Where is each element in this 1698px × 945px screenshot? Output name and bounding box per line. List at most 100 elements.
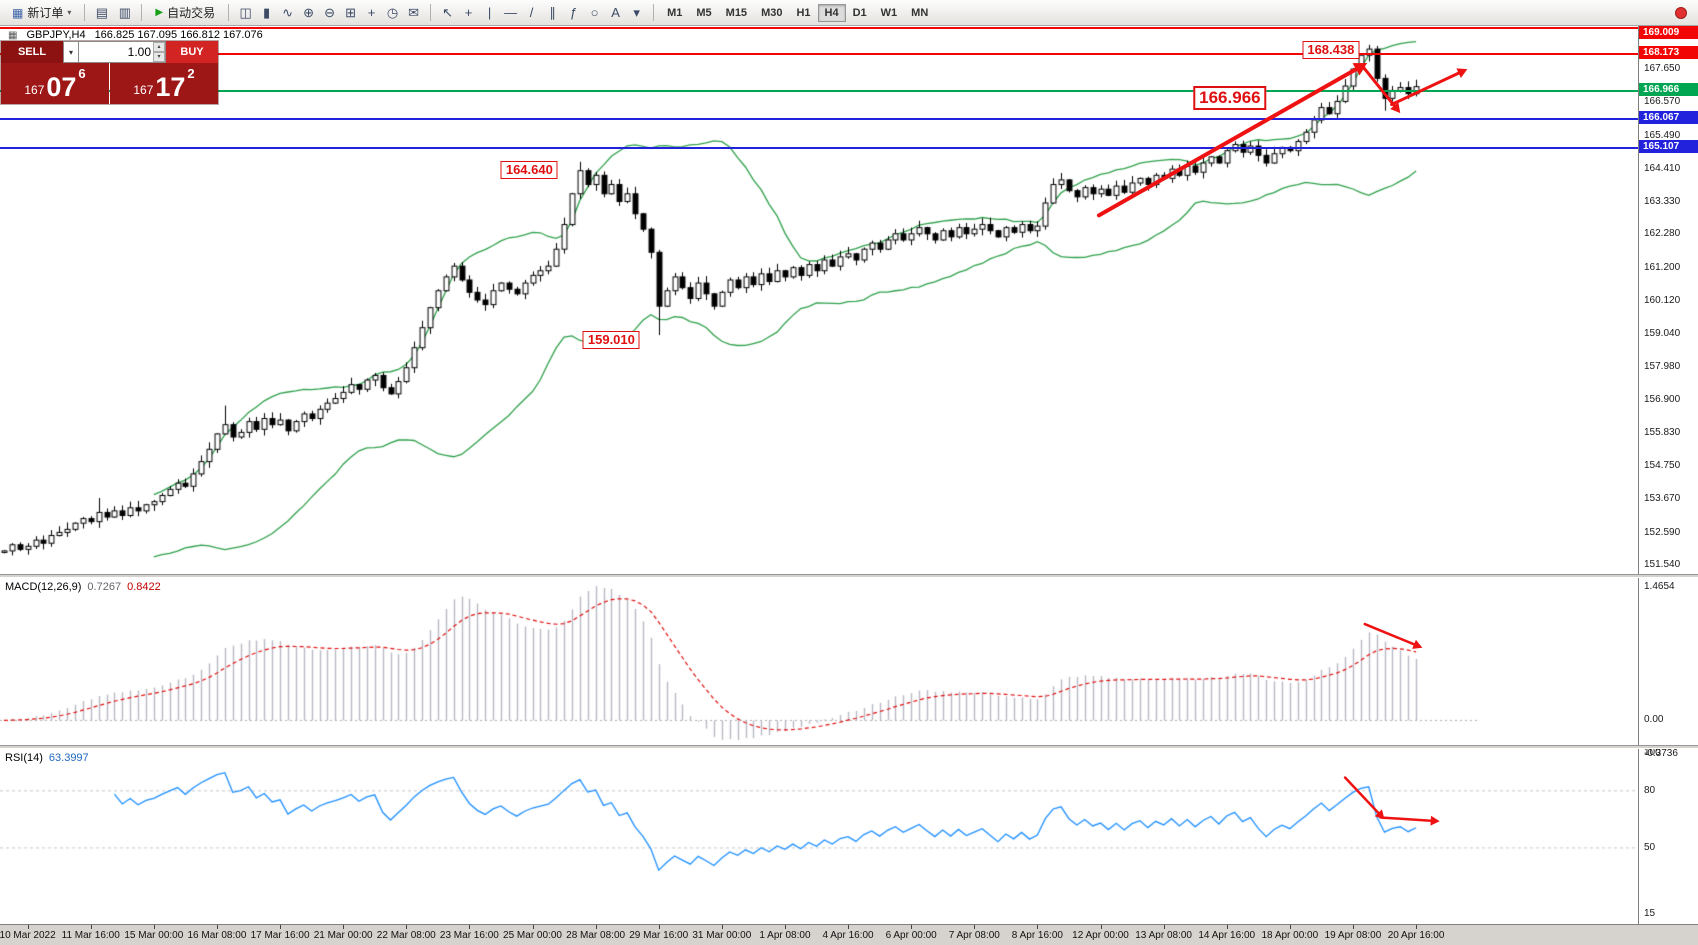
time-tick	[974, 925, 976, 929]
new-chart-icon[interactable]: +	[367, 5, 376, 20]
community-icon[interactable]	[1675, 6, 1687, 19]
cursor-icon[interactable]: ↖	[442, 4, 454, 20]
time-label: 1 Apr 08:00	[759, 930, 811, 941]
rsi-canvas[interactable]	[0, 749, 1638, 924]
timeframe-m5[interactable]: M5	[696, 6, 712, 19]
time-tick	[1289, 925, 1291, 929]
period-icon[interactable]: ◷	[386, 4, 399, 20]
charts-window-icon[interactable]: ▥	[118, 4, 132, 20]
macd-canvas[interactable]	[0, 578, 1638, 745]
mail-icon[interactable]: ✉	[408, 4, 420, 20]
volume-input[interactable]	[79, 42, 153, 62]
price-scale-label: 154.750	[1644, 460, 1681, 472]
volume-spinner: ▴ ▾	[153, 42, 165, 62]
price-annotation[interactable]: 166.966	[1193, 86, 1267, 111]
buy-price-big: 17	[155, 72, 186, 102]
time-tick	[216, 925, 218, 929]
time-tick	[1100, 925, 1102, 929]
horizontal-line-object[interactable]	[0, 90, 1638, 93]
new-order-button[interactable]: ▦ 新订单 ▾	[5, 1, 78, 24]
vertical-line-icon[interactable]: |	[487, 5, 492, 20]
timeframe-h1[interactable]: H1	[796, 6, 811, 19]
zoom-in-icon[interactable]: ⊕	[303, 4, 315, 20]
bar-chart-icon[interactable]: ◫	[239, 4, 252, 20]
time-label: 4 Apr 16:00	[822, 930, 874, 941]
rsi-scale-label: 15	[1644, 908, 1656, 920]
price-annotation[interactable]: 164.640	[500, 161, 558, 180]
zoom-out-icon[interactable]: ⊖	[324, 4, 336, 20]
macd-scale-label: 0.00	[1644, 714, 1664, 726]
volume-decrease-button[interactable]: ▾	[153, 52, 165, 62]
timeframe-d1[interactable]: D1	[852, 6, 867, 19]
ellipse-icon[interactable]: ○	[590, 5, 599, 20]
time-label: 10 Mar 2022	[0, 930, 56, 941]
time-label: 8 Apr 16:00	[1011, 930, 1063, 941]
price-scale[interactable]: 168.700167.650166.570165.490164.410163.3…	[1638, 26, 1698, 924]
buy-button[interactable]: BUY	[166, 41, 218, 63]
time-tick	[721, 925, 723, 929]
autotrading-label: 自动交易	[167, 6, 216, 20]
time-tick	[343, 925, 345, 929]
macd-label: MACD(12,26,9) 0.7267 0.8422	[5, 581, 161, 593]
time-tick	[532, 925, 534, 929]
sell-button[interactable]: SELL	[1, 41, 63, 63]
text-icon[interactable]: A	[611, 5, 620, 20]
time-label: 15 Mar 00:00	[124, 930, 184, 941]
price-chart-canvas[interactable]	[0, 26, 1638, 574]
panel-splitter[interactable]	[0, 574, 1698, 578]
horizontal-line-icon[interactable]: —	[504, 5, 518, 20]
price-annotation[interactable]: 159.010	[582, 331, 640, 350]
price-scale-label: 166.570	[1644, 96, 1681, 108]
arrows-icon[interactable]: ▾	[633, 4, 640, 20]
time-tick	[1416, 925, 1418, 929]
buy-price-button[interactable]: 167 17 2	[110, 63, 218, 104]
volume-increase-button[interactable]: ▴	[153, 42, 165, 52]
time-label: 6 Apr 00:00	[885, 930, 937, 941]
horizontal-line-object[interactable]	[0, 117, 1638, 120]
chart-symbol: GBPJPY,H4	[26, 29, 86, 41]
tile-windows-icon[interactable]: ⊞	[345, 4, 357, 20]
autotrading-button[interactable]: ▶ 自动交易	[148, 1, 222, 24]
chart-icon: ▦	[8, 29, 18, 41]
time-tick	[1163, 925, 1165, 929]
price-scale-label: 160.120	[1644, 294, 1681, 306]
buy-price-sup: 2	[187, 66, 195, 81]
time-tick	[27, 925, 29, 929]
price-scale-label: 155.830	[1644, 426, 1681, 438]
timeframe-w1[interactable]: W1	[880, 6, 898, 19]
time-axis[interactable]: 10 Mar 2022 11 Mar 16:00 15 Mar 00:00 16 Ma…	[0, 924, 1698, 945]
time-tick	[658, 925, 660, 929]
crosshair-icon[interactable]: +	[464, 5, 473, 20]
profiles-icon[interactable]: ▤	[95, 4, 109, 20]
macd-panel[interactable]: MACD(12,26,9) 0.7267 0.8422	[0, 578, 1638, 745]
horizontal-line-object[interactable]	[0, 52, 1638, 55]
fibonacci-icon[interactable]: ƒ	[569, 5, 578, 20]
price-scale-label: 153.670	[1644, 493, 1681, 505]
sell-price-button[interactable]: 167 07 6	[1, 63, 109, 104]
time-tick	[595, 925, 597, 929]
price-scale-label: 152.590	[1644, 526, 1681, 538]
panel-splitter[interactable]	[0, 745, 1698, 749]
timeframes-group: M1 M5 M15 M30 H1 H4 D1 W1 MN	[660, 3, 935, 22]
timeframe-m1[interactable]: M1	[667, 6, 683, 19]
horizontal-line-object[interactable]	[0, 27, 1638, 30]
price-chart-panel[interactable]: ▦ GBPJPY,H4 166.825 167.095 166.812 167.…	[0, 26, 1638, 574]
timeframe-h4[interactable]: H4	[817, 3, 846, 22]
timeframe-m30[interactable]: M30	[761, 6, 783, 19]
time-label: 28 Mar 08:00	[566, 930, 626, 941]
time-tick	[1226, 925, 1228, 929]
timeframe-m15[interactable]: M15	[725, 6, 748, 19]
line-chart-icon[interactable]: ∿	[282, 4, 294, 20]
buy-price-head: 167	[133, 83, 154, 97]
time-tick	[90, 925, 92, 929]
horizontal-line-object[interactable]	[0, 147, 1638, 150]
toolbar-separator	[430, 4, 432, 21]
order-type-dropdown[interactable]: ▾	[63, 41, 79, 63]
candlestick-chart-icon[interactable]: ▮	[263, 4, 271, 20]
channel-icon[interactable]: ∥	[549, 4, 556, 20]
trendline-icon[interactable]: /	[529, 5, 534, 20]
rsi-panel[interactable]: RSI(14) 63.3997	[0, 749, 1638, 924]
time-label: 12 Apr 00:00	[1072, 930, 1129, 941]
price-annotation[interactable]: 168.438	[1302, 40, 1360, 59]
timeframe-mn[interactable]: MN	[911, 6, 929, 19]
